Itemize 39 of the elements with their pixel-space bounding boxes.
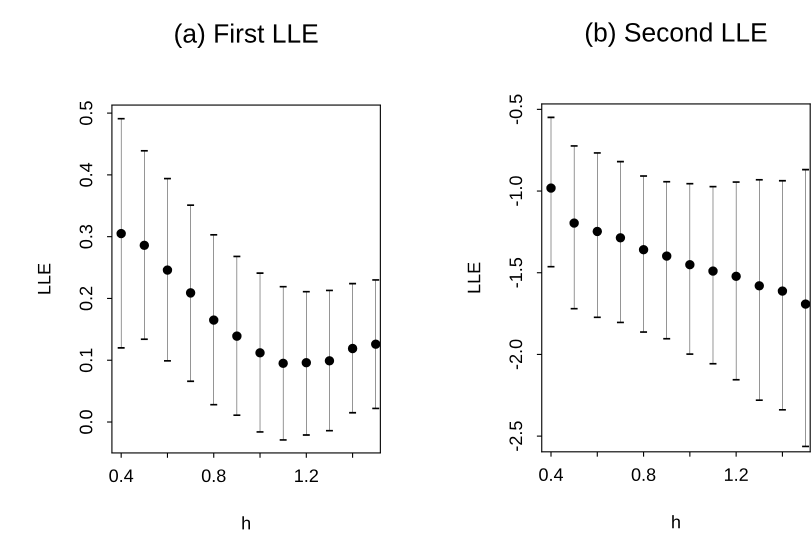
y-axis-title: LLE xyxy=(38,264,50,294)
y-tick-label: -2.0 xyxy=(509,340,522,370)
x-axis-title: h xyxy=(672,515,680,528)
x-tick-label: 0.4 xyxy=(539,468,564,482)
y-tick-label: -1.0 xyxy=(509,176,522,206)
point xyxy=(348,344,358,354)
point xyxy=(186,288,196,298)
point xyxy=(302,358,312,368)
x-tick-label: 0.4 xyxy=(109,469,134,482)
y-tick-label: 0.4 xyxy=(80,162,92,187)
y-tick-label: 0.1 xyxy=(80,348,92,372)
chart-title: (a) First LLE xyxy=(175,23,318,48)
y-axis-title: LLE xyxy=(468,262,480,292)
point xyxy=(662,251,672,261)
point xyxy=(754,281,764,291)
point xyxy=(569,218,579,228)
x-tick-label: 1.2 xyxy=(724,468,748,481)
x-tick-label: 0.8 xyxy=(632,468,656,482)
point xyxy=(232,331,242,341)
point xyxy=(278,358,288,368)
x-axis-title: h xyxy=(242,516,250,530)
point xyxy=(685,260,695,270)
y-tick-label: 0.5 xyxy=(80,101,92,125)
point xyxy=(371,339,380,349)
point xyxy=(116,228,126,238)
point xyxy=(592,226,602,236)
y-tick-label: -1.5 xyxy=(510,258,522,288)
point xyxy=(731,272,741,282)
y-tick-label: 0.0 xyxy=(80,410,92,434)
x-tick-label: 1.2 xyxy=(295,469,318,482)
point xyxy=(140,240,150,250)
point xyxy=(778,286,788,296)
y-tick-label: -2.5 xyxy=(509,421,522,451)
chart-title: (b) Second LLE xyxy=(586,22,767,47)
point xyxy=(209,315,218,325)
x-tick-label: 0.8 xyxy=(202,469,226,482)
y-tick-label: -0.5 xyxy=(509,94,522,124)
y-tick-label: 0.2 xyxy=(80,286,92,310)
y-tick-label: 0.3 xyxy=(80,224,92,249)
